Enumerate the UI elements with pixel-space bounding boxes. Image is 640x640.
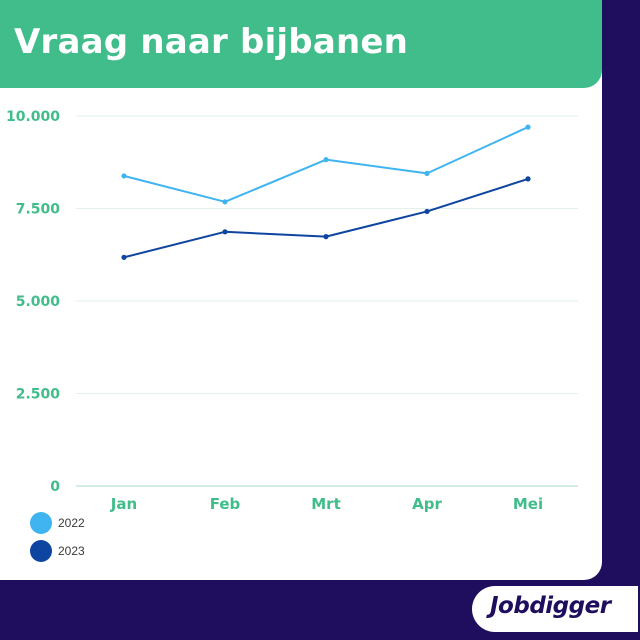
data-point-2023 [424,208,430,215]
legend-label-2022: 2022 [58,516,85,530]
y-tick-label: 2.500 [16,387,61,403]
page-title: Vraag naar bijbanen [14,22,409,62]
legend-item-2023[interactable]: 2023 [30,537,85,565]
data-point-2023 [323,234,329,240]
data-point-2022 [222,199,228,205]
legend: 2022 2023 [30,509,85,565]
y-tick-label: 10.000 [6,109,60,125]
title-banner: Vraag naar bijbanen [0,0,602,88]
x-tick-label: Feb [210,495,241,513]
logo-text: Jobdigger [490,593,611,619]
x-tick-label: Jan [110,495,137,513]
data-point-2023 [525,176,531,182]
x-tick-label: Apr [412,495,442,513]
x-tick-label: Mei [513,495,543,513]
y-tick-label: 0 [50,479,60,495]
data-point-2023 [222,229,228,235]
line-chart: 0 2.500 5.000 7.500 10.000 Jan Feb Mrt Apr Mei [6,109,578,513]
data-point-2022 [525,124,531,130]
legend-label-2023: 2023 [58,544,85,558]
legend-swatch-2023 [30,540,52,562]
x-axis-ticks: Jan Feb Mrt Apr Mei [110,495,543,513]
legend-swatch-2022 [30,512,52,534]
gridlines [76,115,578,487]
data-point-2023 [121,254,127,260]
data-point-2022 [424,170,430,176]
y-axis-ticks: 0 2.500 5.000 7.500 10.000 [6,109,60,495]
x-tick-label: Mrt [311,495,341,513]
series-line-2022 [123,126,529,203]
chart-card: Vraag naar bijbanen 0 2.500 5.000 7.500 10.0… [0,0,602,580]
jobdigger-logo[interactable]: Jobdigger [472,586,638,632]
data-point-2022 [121,173,127,179]
series-lines [121,124,531,260]
legend-item-2022[interactable]: 2022 [30,509,85,537]
y-tick-label: 5.000 [16,294,61,310]
y-tick-label: 7.500 [16,202,61,218]
data-point-2022 [323,157,329,163]
